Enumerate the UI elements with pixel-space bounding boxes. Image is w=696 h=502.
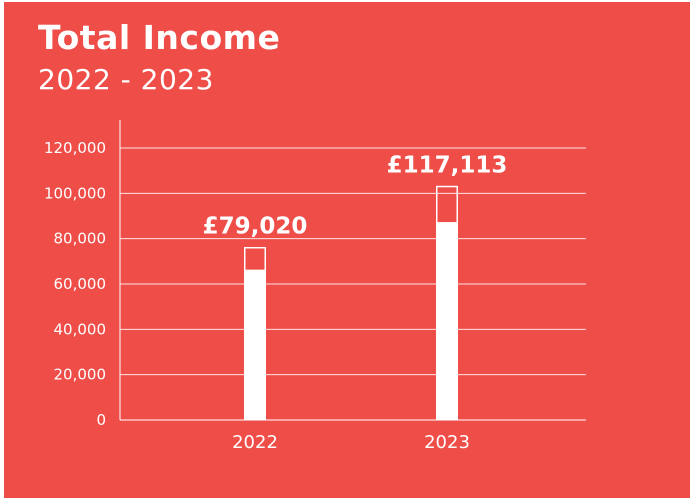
- x-tick-label: 2023: [424, 432, 470, 453]
- chart-panel: [4, 2, 690, 498]
- chart-title: Total Income: [38, 18, 281, 57]
- y-tick-label: 0: [96, 411, 106, 429]
- y-tick-label: 40,000: [54, 320, 107, 338]
- bar-upper-segment: [244, 246, 266, 272]
- bar-upper-segment: [436, 185, 458, 224]
- y-tick-label: 60,000: [54, 275, 107, 293]
- y-tick-label: 20,000: [54, 366, 107, 384]
- data-label: £117,113: [387, 153, 508, 179]
- y-tick-label: 100,000: [44, 184, 106, 202]
- x-tick-label: 2022: [232, 432, 278, 453]
- bar-lower-segment: [244, 270, 266, 420]
- chart-subtitle: 2022 - 2023: [38, 63, 214, 96]
- data-label: £79,020: [203, 214, 308, 240]
- y-tick-label: 80,000: [54, 230, 107, 248]
- y-tick-label: 120,000: [44, 139, 106, 157]
- bar-lower-segment: [436, 222, 458, 420]
